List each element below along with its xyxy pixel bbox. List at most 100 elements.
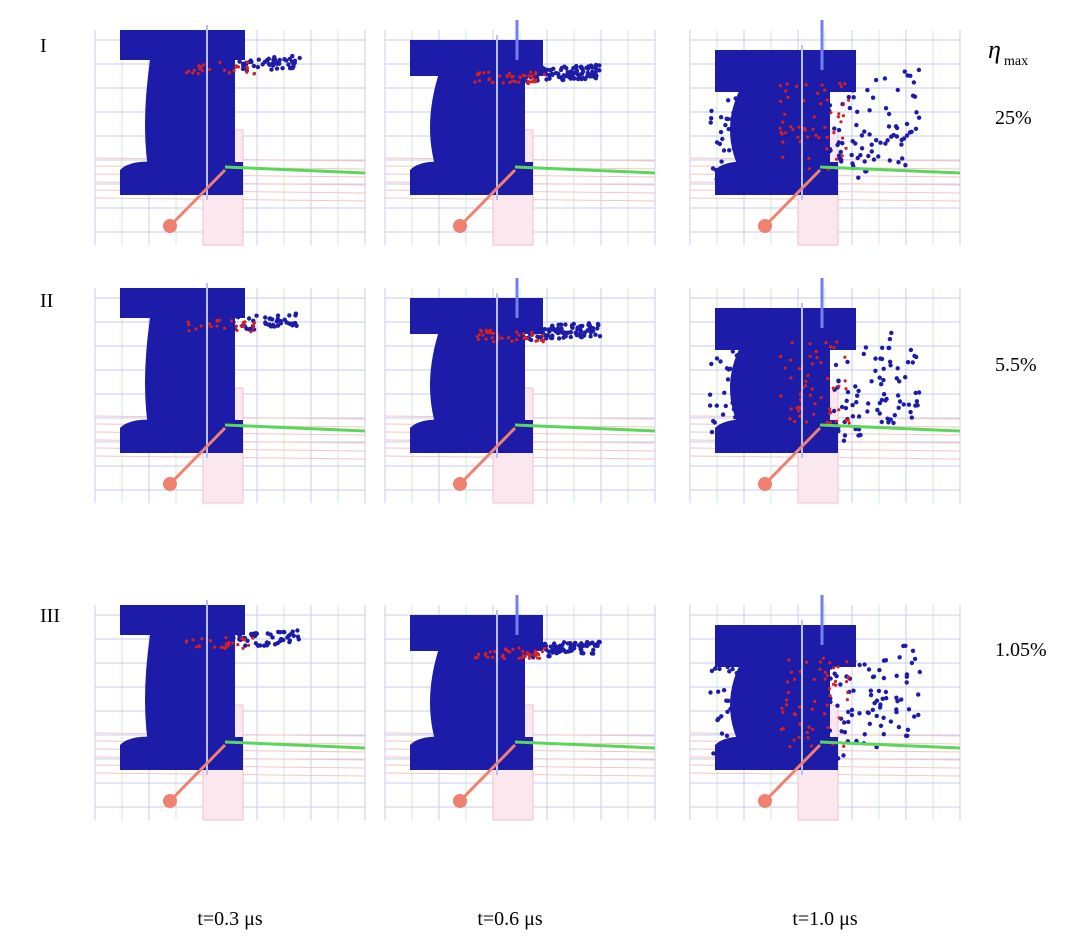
particle [903, 163, 908, 168]
particle [557, 643, 562, 649]
particle [714, 140, 720, 145]
particle-highlight [822, 712, 827, 716]
particle [746, 368, 751, 373]
particle-highlight [779, 354, 783, 359]
particle [597, 68, 602, 73]
particle-highlight [839, 85, 843, 89]
particle-highlight [236, 643, 240, 647]
particle [735, 726, 740, 732]
particle [716, 748, 721, 753]
particle [784, 154, 789, 159]
particle [776, 362, 782, 367]
particle [808, 408, 813, 413]
particle-highlight [808, 393, 812, 397]
particle [842, 720, 847, 725]
particle [565, 641, 571, 646]
particle [508, 68, 513, 73]
particle [858, 153, 863, 158]
particle [908, 409, 913, 415]
particle [893, 124, 899, 129]
particle [222, 64, 228, 69]
particle [741, 172, 746, 177]
particle [535, 334, 540, 339]
particle-highlight [827, 687, 831, 691]
particle [759, 111, 764, 116]
particle [792, 160, 797, 166]
particle [765, 426, 771, 431]
particle [579, 65, 584, 70]
particle-highlight [786, 95, 790, 99]
particle-highlight [239, 324, 243, 328]
particle [883, 141, 888, 146]
particle [588, 63, 594, 68]
axis-y [224, 165, 366, 175]
particle [779, 680, 784, 685]
particle-highlight [825, 376, 830, 381]
particle-highlight [500, 336, 504, 340]
particle [886, 111, 892, 117]
particle [904, 674, 909, 679]
particle [749, 110, 754, 116]
particle [805, 87, 810, 93]
particle-highlight [487, 330, 491, 335]
particle [831, 408, 837, 414]
particle [561, 640, 567, 645]
particle [823, 355, 828, 360]
particle [584, 640, 590, 645]
particle [877, 411, 882, 416]
particle-highlight [533, 72, 538, 76]
particle [707, 392, 713, 397]
particle [895, 393, 901, 398]
particle [726, 126, 731, 132]
particle [265, 57, 270, 63]
particle [225, 58, 231, 63]
particle-highlight [825, 673, 829, 678]
particle [525, 643, 530, 648]
particle-highlight [517, 333, 521, 337]
particle [584, 65, 589, 70]
particle [819, 693, 824, 699]
particle-highlight [828, 407, 832, 411]
particle [254, 313, 259, 318]
particle [220, 641, 225, 646]
particle [502, 69, 508, 74]
eta-subscript: max [1004, 54, 1028, 69]
axis-x [458, 743, 517, 803]
particle [749, 700, 755, 706]
particle-highlight [844, 146, 848, 150]
particle [820, 673, 826, 678]
particle-highlight [810, 362, 814, 366]
particle [742, 391, 747, 396]
particle [873, 77, 879, 83]
particle-highlight [534, 80, 538, 84]
particle-highlight [791, 128, 795, 132]
particle [730, 349, 735, 354]
particle [868, 692, 874, 698]
particle-highlight [197, 64, 201, 68]
particle [546, 649, 551, 654]
particle-highlight [825, 703, 829, 707]
particle [851, 88, 856, 93]
particle [708, 690, 713, 695]
particle [819, 743, 824, 748]
particle-highlight [808, 342, 812, 346]
particle [738, 400, 743, 405]
particle [579, 76, 584, 82]
particle [850, 402, 855, 408]
particle [269, 67, 274, 72]
particle [916, 712, 921, 718]
particle [896, 405, 901, 410]
neck [730, 655, 830, 755]
particle [871, 157, 877, 162]
particle-highlight [227, 70, 231, 75]
particle [869, 149, 874, 154]
particle [832, 126, 837, 131]
particle-highlight [785, 703, 789, 707]
particle-highlight [793, 677, 797, 681]
particle [789, 120, 794, 126]
particle [253, 641, 259, 646]
particle-highlight [844, 418, 848, 423]
particle-highlight [789, 670, 794, 674]
particle [881, 658, 887, 663]
particle [590, 328, 596, 334]
